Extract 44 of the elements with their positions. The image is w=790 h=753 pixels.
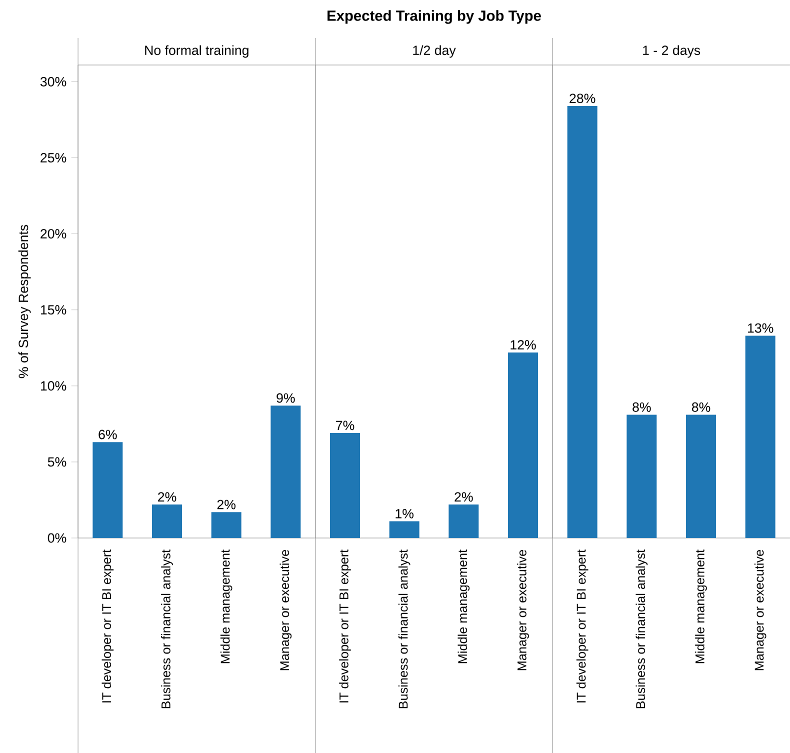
x-tick-label: Manager or executive xyxy=(754,550,766,670)
x-tick-label: IT developer or IT BI expert xyxy=(339,549,351,702)
data-label: 28% xyxy=(570,94,596,104)
x-tick-label: Manager or executive xyxy=(280,550,292,670)
data-label: 9% xyxy=(276,393,295,403)
bar xyxy=(330,433,360,538)
y-tick-label: 5% xyxy=(48,457,66,467)
x-tick-label: Business or financial analyst xyxy=(161,549,173,708)
bar xyxy=(211,512,242,538)
bar xyxy=(152,504,182,538)
bar xyxy=(92,442,123,538)
y-tick-label: 20% xyxy=(40,229,66,239)
x-tick-label: IT developer or IT BI expert xyxy=(576,549,588,702)
data-label: 8% xyxy=(692,402,710,412)
data-label: 2% xyxy=(454,492,473,502)
data-label: 6% xyxy=(98,430,117,440)
data-label: 2% xyxy=(158,492,176,502)
x-tick-label: Business or financial analyst xyxy=(636,549,648,708)
data-label: 13% xyxy=(748,323,774,333)
x-tick-label: Middle management xyxy=(220,549,232,664)
x-tick-label: IT developer or IT BI expert xyxy=(102,549,114,702)
bar xyxy=(270,406,301,538)
data-label: 8% xyxy=(632,402,651,412)
data-label: 7% xyxy=(336,420,354,430)
bar xyxy=(389,521,420,538)
chart-subtitle: 1/2 day xyxy=(413,45,456,58)
data-label: 1% xyxy=(396,508,414,518)
data-label: 2% xyxy=(217,500,236,510)
x-tick-label: Middle management xyxy=(695,549,707,664)
x-tick-label: Manager or executive xyxy=(517,550,529,670)
y-tick-label: 15% xyxy=(40,305,66,315)
y-tick-label: 30% xyxy=(40,77,66,86)
y-tick-label: 10% xyxy=(40,381,66,391)
x-tick-label: Middle management xyxy=(458,549,470,664)
bar xyxy=(448,504,479,538)
data-label: 12% xyxy=(510,340,536,350)
chart-subtitle: 1 - 2 days xyxy=(643,45,700,58)
chart-subtitle: No formal training xyxy=(145,45,248,58)
x-tick-label: Business or financial analyst xyxy=(398,549,410,708)
y-tick-label: 25% xyxy=(40,153,66,162)
chart-title: Expected Training by Job Type xyxy=(328,10,541,24)
y-axis-title: % of Survey Respondents xyxy=(18,224,31,378)
bar xyxy=(508,352,538,538)
y-tick-label: 0% xyxy=(48,533,66,543)
